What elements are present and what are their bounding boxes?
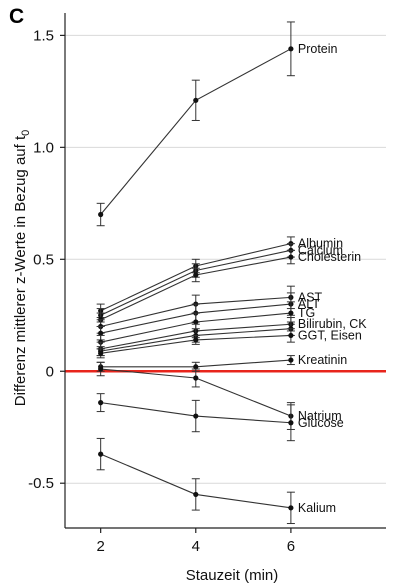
y-axis-label-main: Differenz mittlerer z-Werte in Bezug auf… [12, 135, 29, 406]
series-label: Albumin [298, 237, 343, 251]
series-label: Kalium [298, 501, 336, 515]
data-point [288, 420, 294, 426]
y-tick-label: -0.5 [28, 475, 54, 492]
y-tick-label: 0 [46, 363, 54, 380]
x-tick-label: 6 [287, 538, 295, 555]
series-group: Glucose [96, 393, 344, 442]
data-point [98, 400, 104, 406]
series-group: Cholesterin [96, 249, 361, 327]
series-label: Kreatinin [298, 353, 347, 367]
y-tick-label: 0.5 [33, 251, 54, 268]
data-point [98, 451, 104, 457]
data-point [98, 330, 104, 336]
panel-label: C [9, 5, 25, 28]
data-point [288, 254, 294, 260]
y-tick-label: 1.0 [33, 139, 54, 156]
series-line [100, 48, 292, 215]
data-point [193, 319, 199, 325]
y-axis-label: Differenz mittlerer z-Werte in Bezug auf… [12, 130, 32, 407]
y-axis-label-subscript: 0 [20, 130, 32, 136]
series-label: GGT, Eisen [298, 328, 362, 342]
axes [64, 13, 386, 529]
data-point [193, 272, 199, 278]
x-tick-label: 2 [96, 538, 104, 555]
data-point [98, 211, 104, 218]
series-label: Glucose [298, 416, 344, 430]
data-point [193, 375, 199, 381]
series-label: Calcium [298, 243, 343, 257]
series-group: Kreatinin [96, 353, 347, 372]
x-axis-label: Stauzeit (min) [186, 567, 279, 584]
tick-labels: 1.5 1.0 0.5 0 -0.5 2 4 6 [28, 27, 295, 555]
data-point [98, 350, 104, 356]
data-point [193, 337, 199, 343]
data-point [193, 413, 199, 419]
data-point [98, 366, 104, 372]
series-label: TG [298, 306, 315, 320]
series-group: Natrium [96, 361, 342, 430]
data-point [288, 332, 294, 339]
y-tick-label: 1.5 [33, 27, 54, 44]
series-label: Bilirubin, CK [298, 317, 367, 331]
series-group: Protein [96, 21, 338, 227]
series-group: GGT, Eisen [96, 328, 362, 359]
series-label: Protein [298, 42, 338, 56]
data-point [193, 491, 199, 498]
data-point [193, 97, 199, 103]
series-label: ALT [298, 297, 320, 311]
data-point [288, 46, 294, 52]
series-label: Cholesterin [298, 250, 361, 264]
data-point [288, 357, 294, 363]
series-group: Kalium [96, 437, 336, 525]
data-point [193, 364, 199, 370]
data-point [288, 505, 294, 511]
data-point [288, 310, 294, 316]
series-label: AST [298, 290, 323, 304]
x-tick-label: 4 [192, 538, 200, 555]
series-label: Natrium [298, 409, 342, 423]
series-group: ALT [96, 292, 320, 341]
